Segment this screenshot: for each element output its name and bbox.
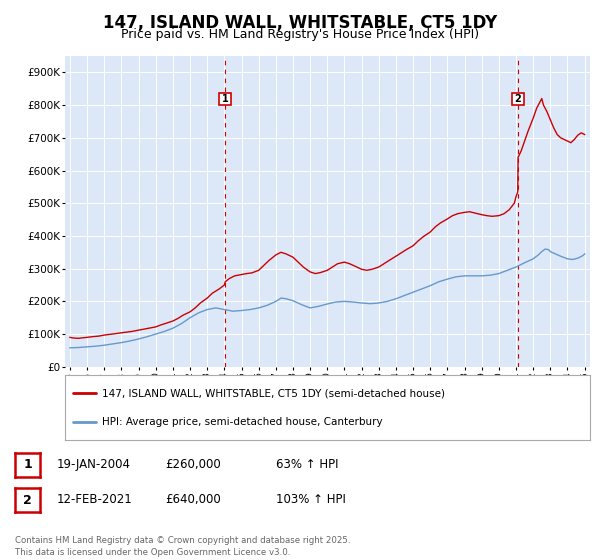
Text: 2: 2 bbox=[515, 94, 521, 104]
Text: 1: 1 bbox=[23, 458, 32, 472]
Text: 2: 2 bbox=[23, 493, 32, 507]
Text: 147, ISLAND WALL, WHITSTABLE, CT5 1DY (semi-detached house): 147, ISLAND WALL, WHITSTABLE, CT5 1DY (s… bbox=[101, 388, 445, 398]
Text: 12-FEB-2021: 12-FEB-2021 bbox=[57, 493, 133, 506]
Text: Contains HM Land Registry data © Crown copyright and database right 2025.
This d: Contains HM Land Registry data © Crown c… bbox=[15, 536, 350, 557]
Text: 147, ISLAND WALL, WHITSTABLE, CT5 1DY: 147, ISLAND WALL, WHITSTABLE, CT5 1DY bbox=[103, 14, 497, 32]
Text: £640,000: £640,000 bbox=[165, 493, 221, 506]
Text: 63% ↑ HPI: 63% ↑ HPI bbox=[276, 458, 338, 471]
Text: £260,000: £260,000 bbox=[165, 458, 221, 471]
Text: HPI: Average price, semi-detached house, Canterbury: HPI: Average price, semi-detached house,… bbox=[101, 417, 382, 427]
Text: Price paid vs. HM Land Registry's House Price Index (HPI): Price paid vs. HM Land Registry's House … bbox=[121, 28, 479, 41]
Text: 103% ↑ HPI: 103% ↑ HPI bbox=[276, 493, 346, 506]
Text: 19-JAN-2004: 19-JAN-2004 bbox=[57, 458, 131, 471]
Text: 1: 1 bbox=[222, 94, 229, 104]
